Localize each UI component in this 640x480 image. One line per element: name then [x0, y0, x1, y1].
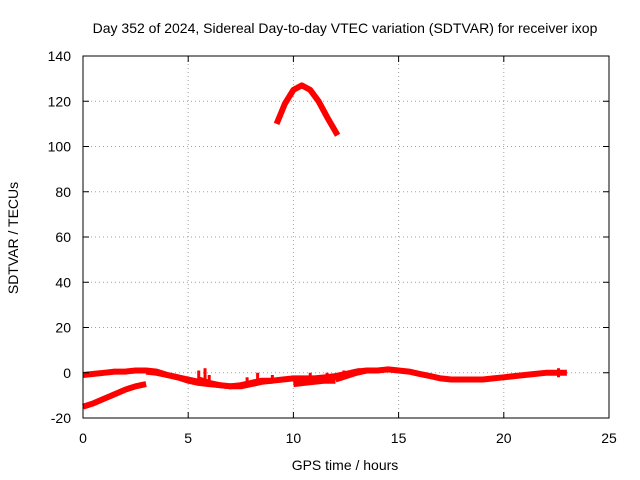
y-axis-title: SDTVAR / TECUs [5, 182, 21, 294]
series-lower-branch-1 [82, 381, 147, 410]
y-tick-label: 140 [48, 48, 72, 64]
y-tick-label: 100 [48, 139, 72, 155]
x-tick-label: 15 [391, 430, 407, 446]
y-tick-label: 40 [55, 274, 71, 290]
y-tick-label: 0 [63, 365, 71, 381]
data-series [82, 82, 567, 410]
y-tick-label: 20 [55, 320, 71, 336]
x-tick-label: 25 [601, 430, 617, 446]
series-lower-branch-3 [197, 376, 273, 390]
series-lower-branch-4 [293, 377, 336, 388]
x-tick-label: 0 [79, 430, 87, 446]
x-tick-label: 5 [184, 430, 192, 446]
grid-lines [83, 56, 609, 418]
series-spike-arc [273, 82, 341, 137]
x-tick-label: 20 [496, 430, 512, 446]
plot-frame [82, 55, 610, 419]
x-tick-label: 10 [286, 430, 302, 446]
axis-ticks: 0 5 10 15 20 25 -20 0 20 40 60 80 100 120 140 [48, 48, 617, 446]
chart-title: Day 352 of 2024, Sidereal Day-to-day VTE… [93, 20, 598, 36]
y-tick-label: 120 [48, 93, 72, 109]
series-lower-branch-5 [334, 367, 368, 383]
y-tick-label: -20 [51, 410, 71, 426]
y-tick-label: 80 [55, 184, 71, 200]
x-axis-title: GPS time / hours [292, 457, 399, 473]
y-tick-label: 60 [55, 229, 71, 245]
